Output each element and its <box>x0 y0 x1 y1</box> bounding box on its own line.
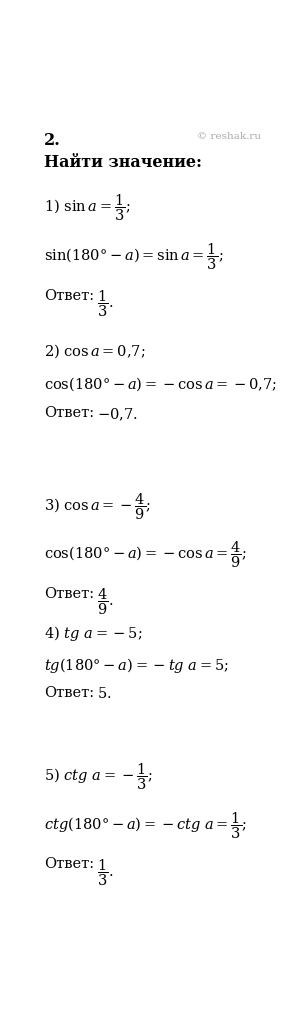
Text: © reshak.ru: © reshak.ru <box>197 131 261 141</box>
Text: 2) $\cos a = 0{,}7$;: 2) $\cos a = 0{,}7$; <box>44 342 146 360</box>
Text: $-0{,}7.$: $-0{,}7.$ <box>97 407 138 423</box>
Text: $\dfrac{1}{3}$.: $\dfrac{1}{3}$. <box>97 288 114 319</box>
Text: $\dfrac{1}{3}$.: $\dfrac{1}{3}$. <box>97 857 114 888</box>
Text: 2.: 2. <box>44 131 61 149</box>
Text: 4) $\mathit{tg}\ a = -5$;: 4) $\mathit{tg}\ a = -5$; <box>44 625 143 643</box>
Text: $\cos(180° - a) = -\cos a = \dfrac{4}{9}$;: $\cos(180° - a) = -\cos a = \dfrac{4}{9}… <box>44 540 247 571</box>
Text: Ответ:: Ответ: <box>44 587 94 601</box>
Text: 3) $\cos a = -\dfrac{4}{9}$;: 3) $\cos a = -\dfrac{4}{9}$; <box>44 491 151 522</box>
Text: Ответ:: Ответ: <box>44 857 94 871</box>
Text: Ответ:: Ответ: <box>44 686 94 700</box>
Text: $\mathit{tg}(180° - a) = -\mathit{tg}\ a = 5$;: $\mathit{tg}(180° - a) = -\mathit{tg}\ a… <box>44 656 229 675</box>
Text: $5.$: $5.$ <box>97 686 112 701</box>
Text: Ответ:: Ответ: <box>44 288 94 303</box>
Text: $\cos(180° - a) = -\cos a = -0{,}7$;: $\cos(180° - a) = -\cos a = -0{,}7$; <box>44 375 277 392</box>
Text: Найти значение:: Найти значение: <box>44 154 202 170</box>
Text: $\sin(180° - a) = \sin a = \dfrac{1}{3}$;: $\sin(180° - a) = \sin a = \dfrac{1}{3}$… <box>44 242 224 272</box>
Text: Ответ:: Ответ: <box>44 407 94 420</box>
Text: 5) $\mathit{ctg}\ a = -\dfrac{1}{3}$;: 5) $\mathit{ctg}\ a = -\dfrac{1}{3}$; <box>44 762 153 793</box>
Text: $\dfrac{4}{9}$.: $\dfrac{4}{9}$. <box>97 587 114 618</box>
Text: 1) $\sin a = \dfrac{1}{3}$;: 1) $\sin a = \dfrac{1}{3}$; <box>44 193 131 223</box>
Text: $\mathit{ctg}(180° - a) = -\mathit{ctg}\ a = \dfrac{1}{3}$;: $\mathit{ctg}(180° - a) = -\mathit{ctg}\… <box>44 810 247 841</box>
